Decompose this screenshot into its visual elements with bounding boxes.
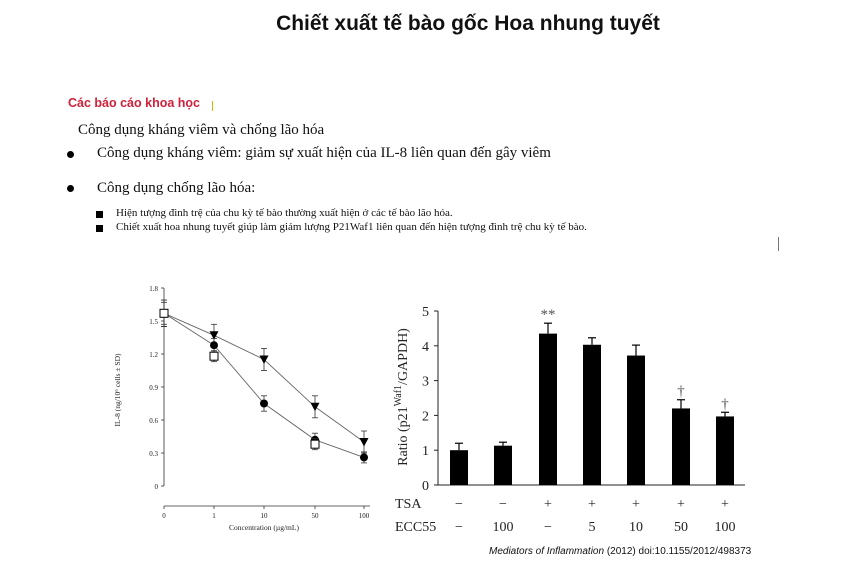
data-point-square (209, 351, 219, 361)
sub-bullet-square-icon (96, 211, 103, 218)
bar (627, 355, 645, 485)
caption-journal: Mediators of Inflammation (489, 546, 605, 557)
bar (539, 333, 557, 485)
data-point-circle (210, 341, 218, 350)
il8-line-chart: 0 0.3 0.6 0.9 1.2 1.5 1.8 0 1 10 50 100 Concentratio… (113, 285, 370, 532)
data-point-triangle (259, 355, 269, 364)
y-tick-label: 0 (155, 483, 159, 491)
significance-annotation: ** (541, 307, 556, 323)
bullet-dot-icon (67, 151, 74, 158)
y-tick-label: 2 (422, 409, 429, 424)
bullet-anti-aging: Công dụng chống lão hóa: (97, 180, 256, 196)
text-cursor-mark (212, 101, 213, 111)
tsa-value: − (455, 497, 463, 512)
bullet-dot-icon (67, 185, 74, 192)
x-tick-label: 1 (212, 512, 216, 520)
sub-bullet-square-icon (96, 225, 103, 232)
y-tick-label: 0.3 (149, 450, 158, 458)
y-axis-label: Ratio (p21Waf1/GAPDH) (393, 328, 411, 466)
tsa-value: + (677, 497, 685, 512)
x-tick-label: 100 (359, 512, 370, 520)
y-tick-label: 0.9 (149, 384, 158, 392)
p21-bar-chart: 0 1 2 3 4 5 Ratio (p21Waf1/GAPDH) ** † † TSA ECC55 −… (393, 305, 745, 535)
ecc55-value: 100 (493, 520, 514, 535)
bar (494, 445, 512, 485)
sub-bullet-cell-cycle: Hiện tượng đình trệ của chu kỳ tế bào th… (116, 207, 453, 219)
series-line (163, 312, 365, 458)
row-label-ecc55: ECC55 (395, 520, 436, 535)
y-tick-label: 1.2 (149, 351, 158, 359)
data-point-triangle (359, 438, 369, 447)
ecc55-value: 10 (629, 520, 643, 535)
ecc55-value: 100 (715, 520, 736, 535)
y-axis-label: IL-8 (ng/10⁶ cells ± SD) (113, 353, 122, 426)
vertical-rule (778, 237, 779, 251)
page-title: Chiết xuất tế bào gốc Hoa nhung tuyết (276, 12, 660, 35)
x-tick-label: 10 (261, 512, 269, 520)
significance-annotation: † (677, 384, 685, 400)
figure-caption: Mediators of Inflammation (2012) doi:10.… (489, 546, 751, 557)
x-tick-label: 50 (312, 512, 320, 520)
data-point-circle (260, 399, 268, 408)
y-tick-label: 5 (422, 305, 429, 320)
data-point-square (159, 308, 169, 318)
ecc55-value: 50 (674, 520, 688, 535)
row-label-tsa: TSA (395, 497, 422, 512)
y-tick-label: 1.5 (149, 318, 158, 326)
x-axis-label: Concentration (µg/mL) (229, 523, 299, 532)
tsa-value: + (632, 497, 640, 512)
caption-details: (2012) doi:10.1155/2012/498373 (604, 546, 752, 557)
bar (716, 416, 734, 485)
ecc55-value: 5 (589, 520, 596, 535)
data-point-triangle (209, 331, 219, 340)
y-tick-label: 0.6 (149, 417, 158, 425)
significance-annotation: † (721, 396, 729, 412)
y-tick-label: 1.8 (149, 285, 158, 293)
y-tick-label: 0 (422, 479, 429, 494)
section-label: Các báo cáo khoa học (68, 96, 200, 110)
bar (672, 408, 690, 485)
y-tick-label: 3 (422, 375, 429, 390)
section-heading: Công dụng kháng viêm và chống lão hóa (78, 122, 325, 138)
data-point-square (310, 439, 320, 449)
tsa-value: − (499, 497, 507, 512)
bar (583, 344, 601, 485)
tsa-value: + (544, 497, 552, 512)
data-point-triangle (310, 402, 320, 412)
bar (450, 450, 468, 485)
tsa-value: + (588, 497, 596, 512)
ecc55-value: − (544, 520, 552, 535)
data-point-circle (360, 453, 368, 462)
ecc55-value: − (455, 520, 463, 535)
tsa-value: + (721, 497, 729, 512)
x-tick-label: 0 (162, 512, 166, 520)
bullet-anti-inflammatory: Công dụng kháng viêm: giảm sự xuất hiện … (97, 145, 551, 161)
y-tick-label: 4 (422, 340, 429, 355)
sub-bullet-p21: Chiết xuất hoa nhung tuyết giúp làm giảm… (116, 221, 587, 233)
y-tick-label: 1 (422, 444, 429, 459)
